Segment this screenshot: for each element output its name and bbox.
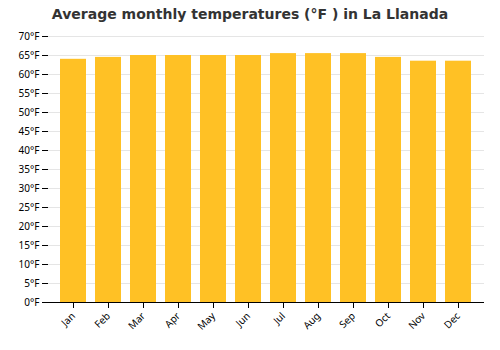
svg-text:45°F: 45°F [19, 124, 40, 138]
html-text:Average monthly temperatures (: Average monthly temperatures (°F ) in La… [51, 6, 449, 22]
svg-text:Mar: Mar [125, 309, 148, 332]
svg-text:Apr: Apr [161, 309, 183, 331]
svg-text:5°F: 5°F [24, 276, 39, 290]
svg-text:30°F: 30°F [19, 181, 40, 195]
svg-text:Feb: Feb [91, 309, 113, 331]
svg-text:Nov: Nov [405, 308, 429, 332]
svg-text:50°F: 50°F [19, 105, 40, 119]
svg-text:25°F: 25°F [19, 200, 40, 214]
svg-text:35°F: 35°F [19, 162, 40, 176]
svg-text:May: May [194, 308, 219, 333]
svg-text:70°F: 70°F [19, 29, 40, 43]
svg-text:15°F: 15°F [19, 238, 40, 252]
svg-text:Sep: Sep [336, 309, 358, 331]
svg-text:Dec: Dec [440, 309, 463, 332]
svg-text:60°F: 60°F [19, 67, 40, 81]
svg-text:Jul: Jul [269, 309, 288, 328]
svg-text:0°F: 0°F [24, 295, 39, 309]
svg-text:Jan: Jan [57, 309, 78, 330]
svg-text:Aug: Aug [300, 309, 323, 332]
svg-text:20°F: 20°F [19, 219, 40, 233]
svg-text:65°F: 65°F [19, 48, 40, 62]
svg-text:10°F: 10°F [19, 257, 40, 271]
svg-text:Oct: Oct [372, 309, 394, 331]
svg-text:40°F: 40°F [19, 143, 40, 157]
svg-text:Jun: Jun [232, 309, 253, 330]
svg-text:55°F: 55°F [19, 86, 40, 100]
